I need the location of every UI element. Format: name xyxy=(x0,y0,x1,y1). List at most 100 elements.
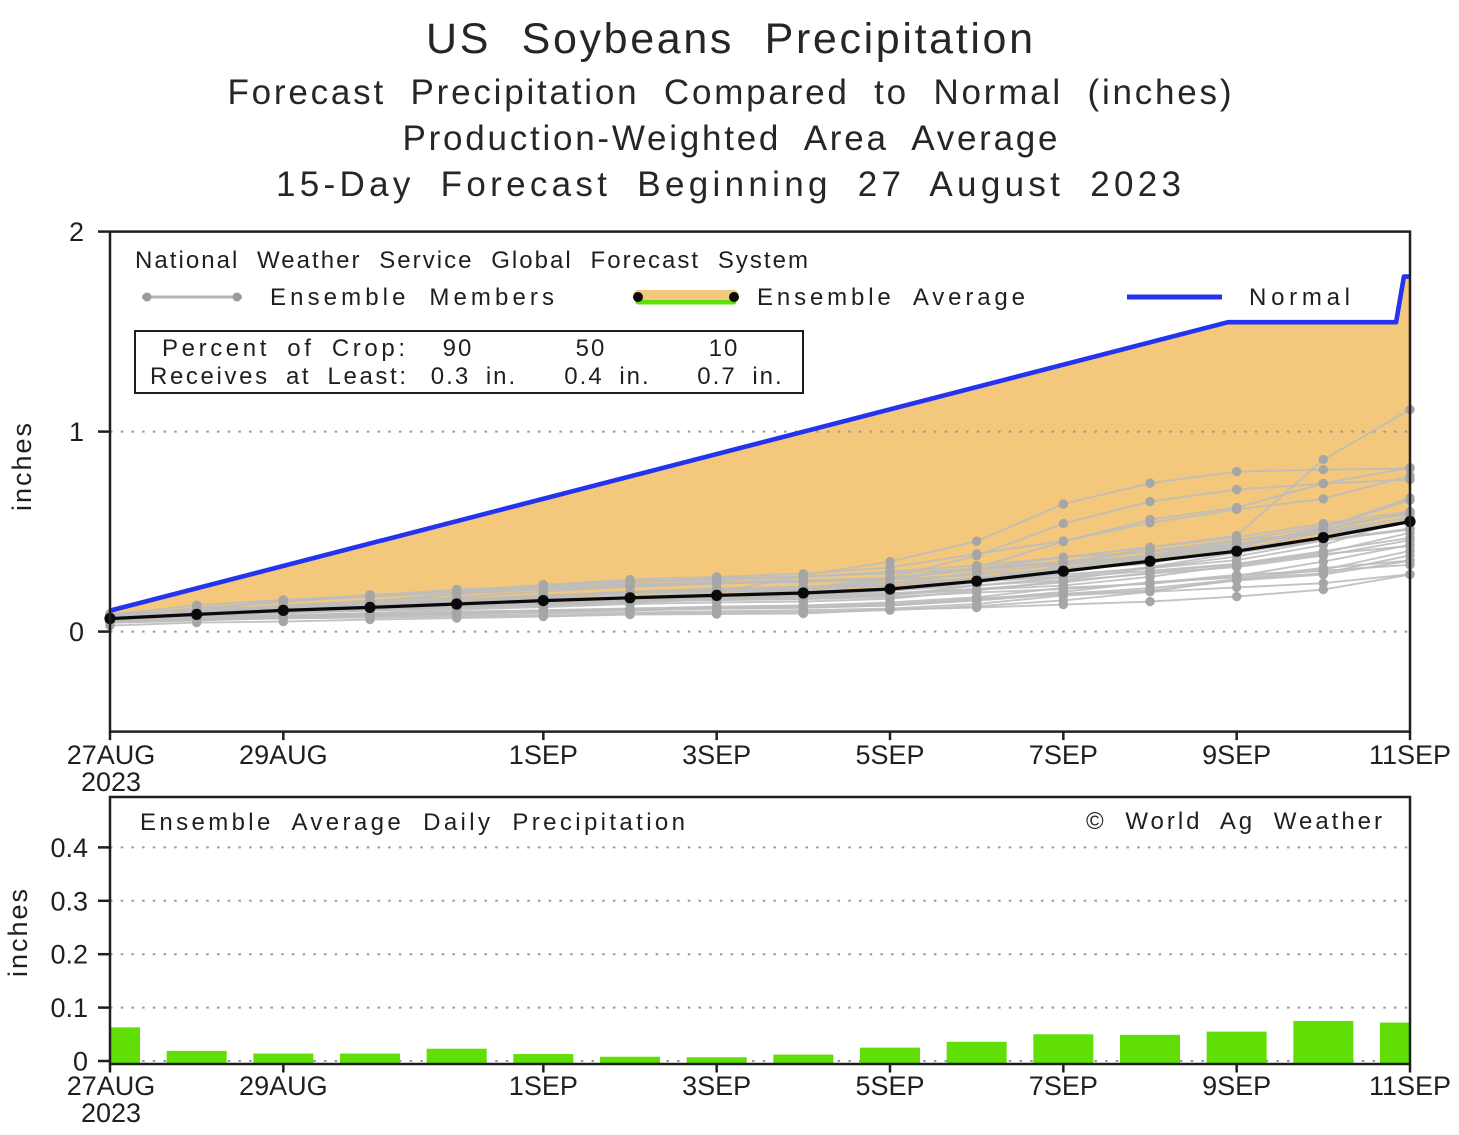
ensemble-member-dot xyxy=(1232,582,1242,593)
ensemble-member-dot xyxy=(538,580,548,590)
panel2-title: Ensemble Average Daily Precipitation xyxy=(140,809,685,836)
ensemble-member-dot xyxy=(1318,565,1329,575)
daily-precip-bar xyxy=(1293,1020,1354,1064)
legend-ensemble-members-label: Ensemble Members xyxy=(270,284,554,311)
ensemble-member-dot xyxy=(1232,559,1242,569)
ensemble-average-dot xyxy=(884,583,896,595)
ensemble-member-dot xyxy=(712,572,722,582)
x-tick-label: 3SEP xyxy=(682,1071,751,1101)
ensemble-average-dot xyxy=(537,595,549,607)
ensemble-member-dot xyxy=(1145,579,1155,589)
info-box-border xyxy=(134,330,804,394)
daily-precip-bar xyxy=(686,1057,747,1064)
ensemble-member-dot xyxy=(1318,478,1329,489)
ensemble-member-dot xyxy=(452,586,462,597)
cumulative-precip-plot-area xyxy=(104,274,1416,633)
chart-titles: US Soybeans Precipitation Forecast Preci… xyxy=(228,15,1232,204)
ensemble-member-dot xyxy=(1318,578,1329,588)
info-row1-value-90: 90 xyxy=(443,335,474,362)
info-row2-value-03: 0.3 in. xyxy=(431,363,517,390)
daily-precip-bar xyxy=(860,1047,920,1064)
ensemble-member-dot xyxy=(1318,464,1329,475)
y-tick-label: 0.1 xyxy=(50,993,88,1023)
ensemble-members-dot-icon xyxy=(232,292,242,302)
crop-percent-info-box: Percent of Crop: 90 50 10 Receives at Le… xyxy=(134,330,804,394)
legend-ensemble-average-label: Ensemble Average xyxy=(757,284,1025,311)
ensemble-member-dot xyxy=(1318,494,1329,504)
ensemble-average-dot xyxy=(364,601,376,614)
ensemble-member-line xyxy=(109,510,1411,617)
legend: National Weather Service Global Forecast… xyxy=(135,247,1350,311)
y-tick-label: 0 xyxy=(73,1047,88,1077)
x-tick-label: 7SEP xyxy=(1029,740,1098,770)
ensemble-member-dot xyxy=(972,568,982,578)
legend-ensemble-average-swatch xyxy=(633,290,739,305)
ensemble-member-dot xyxy=(1145,518,1155,528)
ensemble-member-dot xyxy=(972,536,982,546)
info-row1-value-50: 50 xyxy=(576,335,607,362)
fill-between-normal-and-average xyxy=(110,276,1410,619)
info-row2-value-04: 0.4 in. xyxy=(564,363,650,390)
ensemble-member-dot xyxy=(1145,596,1155,607)
daily-precip-bar xyxy=(426,1048,487,1064)
ensemble-member-dot xyxy=(625,574,635,585)
x-tick-label: 9SEP xyxy=(1202,740,1271,770)
legend-source-label: National Weather Service Global Forecast… xyxy=(135,247,808,274)
ensemble-member-dot xyxy=(1318,548,1329,558)
daily-precip-bar xyxy=(946,1041,1007,1064)
ensemble-average-dot-icon xyxy=(729,292,739,302)
y-tick-label: 0 xyxy=(69,617,84,647)
ensemble-member-dot xyxy=(972,549,982,559)
x-tick-label: 5SEP xyxy=(855,740,924,770)
ensemble-member-dot xyxy=(1318,454,1329,465)
x-tick-label: 5SEP xyxy=(855,1071,924,1101)
daily-precip-bar xyxy=(600,1056,660,1064)
x-tick-label: 1SEP xyxy=(509,1071,578,1101)
ensemble-average-dot xyxy=(1317,532,1329,544)
x-tick-label: 11SEP xyxy=(1369,740,1451,770)
x-tick-label: 27AUG xyxy=(67,1071,156,1101)
x-tick-label: 1SEP xyxy=(509,740,578,770)
x-tick-label: 9SEP xyxy=(1202,1071,1271,1101)
ensemble-member-dot xyxy=(365,592,375,602)
ensemble-average-dot xyxy=(451,598,463,610)
ensemble-member-dot xyxy=(192,600,202,610)
ensemble-member-dot xyxy=(1232,484,1242,495)
ensemble-member-dot xyxy=(278,595,288,605)
ensemble-average-dot xyxy=(1057,565,1069,577)
ensemble-member-dot xyxy=(1232,504,1242,515)
x-tick-label: 7SEP xyxy=(1029,1071,1098,1101)
copyright-credit: © World Ag Weather xyxy=(1086,808,1382,835)
ensemble-member-dot xyxy=(798,569,808,579)
y-tick-label: 2 xyxy=(69,217,84,247)
subtitle-forecast-compared: Forecast Precipitation Compared to Norma… xyxy=(228,73,1232,112)
daily-precip-bar xyxy=(1120,1034,1180,1064)
legend-ensemble-members-swatch xyxy=(142,292,242,302)
daily-precip-bar xyxy=(1380,1022,1410,1064)
y-axis-label-top: inches xyxy=(7,421,37,511)
info-row1-value-10: 10 xyxy=(709,335,740,362)
subtitle-forecast-period: 15-Day Forecast Beginning 27 August 2023 xyxy=(276,165,1181,204)
ensemble-member-dot xyxy=(1058,536,1069,546)
ensemble-average-dot xyxy=(1144,555,1156,567)
ensemble-average-line xyxy=(109,520,1411,621)
ensemble-member-line xyxy=(109,517,1411,616)
y-axis-label-bottom: inches xyxy=(3,887,33,977)
ensemble-member-dot xyxy=(1145,496,1155,507)
x-tick-year-label: 2023 xyxy=(81,1098,141,1128)
info-row2-label: Receives at Least: xyxy=(150,363,406,390)
x-tick-year-label: 2023 xyxy=(81,767,141,797)
ensemble-member-dot xyxy=(1058,499,1069,509)
y-tick-label: 0.3 xyxy=(50,886,88,916)
page-title: US Soybeans Precipitation xyxy=(426,15,1033,63)
y-tick-label: 1 xyxy=(69,417,84,447)
ensemble-member-line xyxy=(109,539,1411,621)
ensemble-member-line xyxy=(109,474,1411,616)
ensemble-member-dot xyxy=(1232,466,1242,477)
y-tick-label: 0.2 xyxy=(50,940,88,970)
ensemble-average-dot xyxy=(711,589,723,602)
ensemble-member-dot xyxy=(1232,571,1242,581)
